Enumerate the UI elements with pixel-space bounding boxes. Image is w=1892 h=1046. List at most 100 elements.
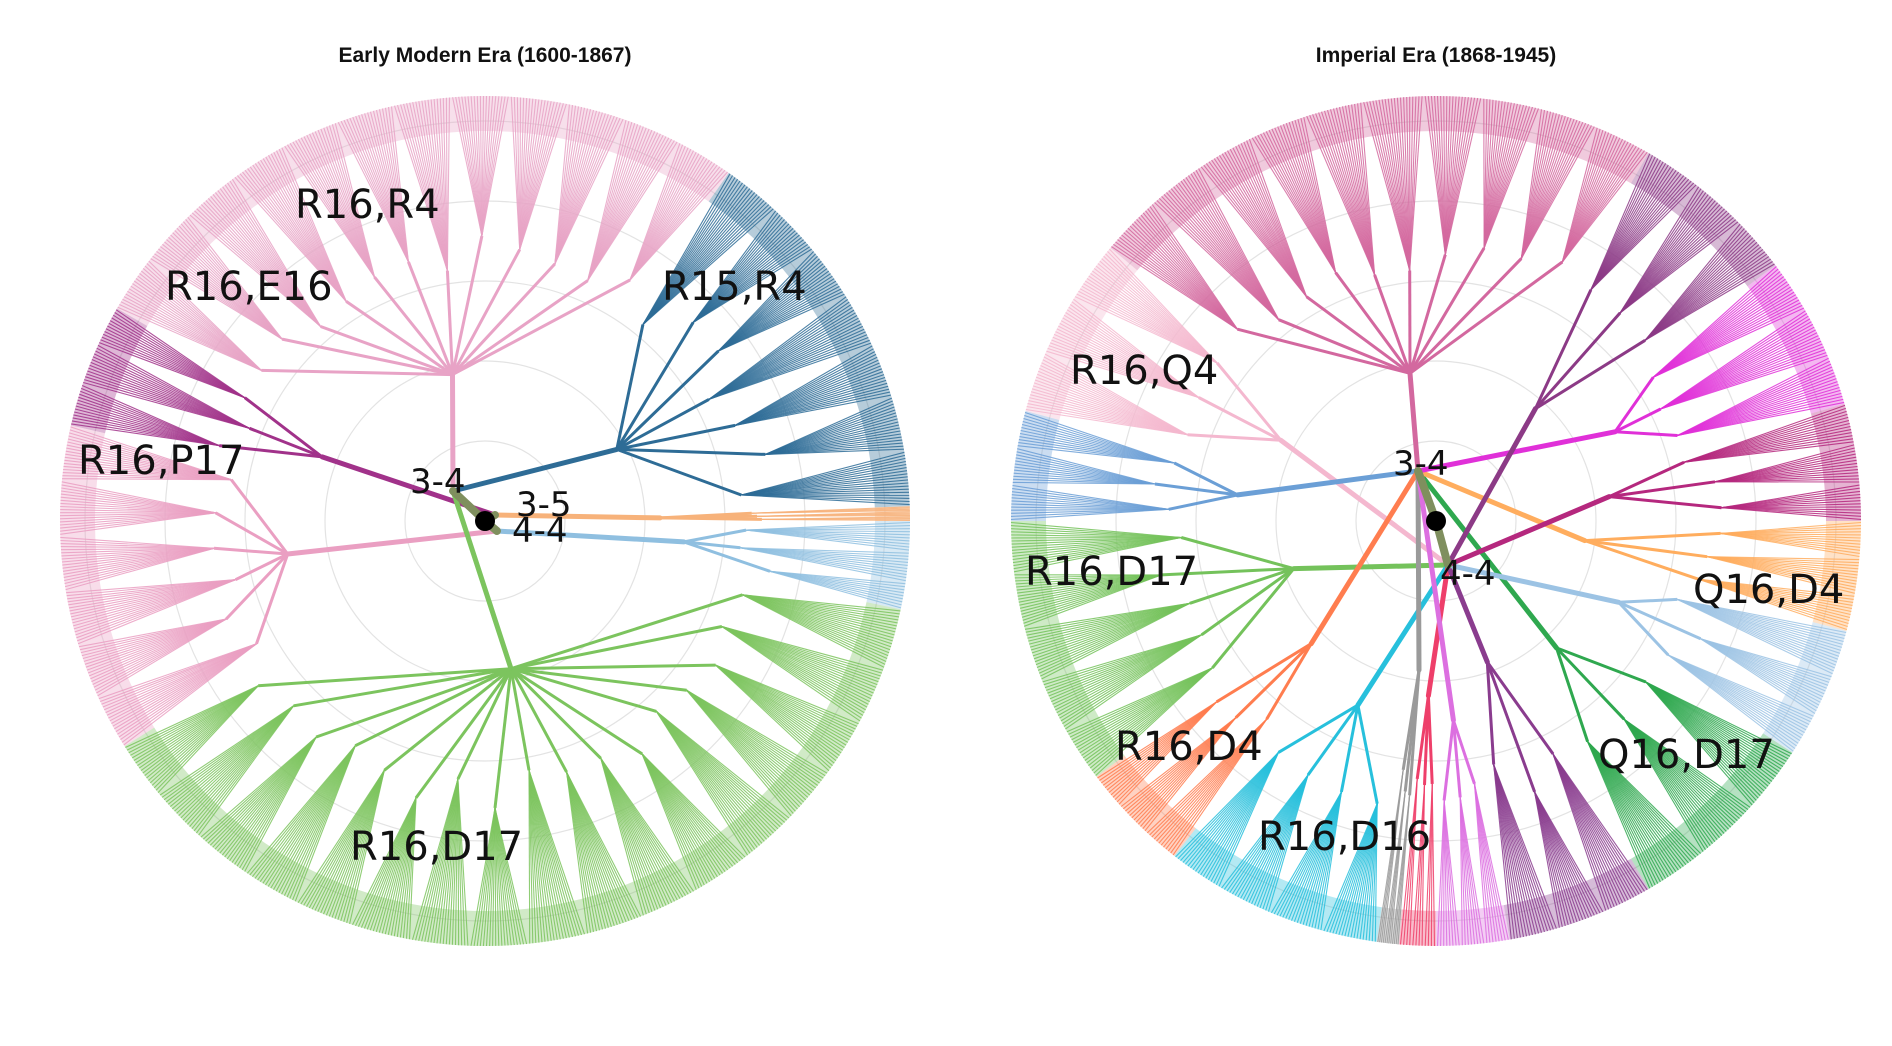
rim-wedge <box>1096 755 1196 856</box>
cluster-label: Q16,D4 <box>1693 567 1844 613</box>
rim-wedge <box>1763 621 1847 753</box>
sub-branch <box>373 276 454 376</box>
panel-title: Imperial Era (1868-1945) <box>1316 44 1556 67</box>
leaf-branch <box>98 643 257 700</box>
opening-trunk <box>450 446 620 494</box>
cluster-label: R16,D17 <box>1025 549 1198 595</box>
leaf-branch <box>1010 521 1182 539</box>
leaf-branch <box>1720 532 1860 558</box>
sub-branch <box>1408 257 1523 375</box>
leaf-branch <box>352 797 417 926</box>
leaf-branch <box>60 536 215 549</box>
sub-branch <box>1584 539 1699 581</box>
leaf-branch <box>1044 353 1188 436</box>
leaf-branch <box>1109 248 1218 364</box>
sub-branch <box>213 546 288 556</box>
sub-branch <box>1173 461 1239 497</box>
sub-branch <box>1234 642 1313 719</box>
sub-branch <box>230 478 289 555</box>
sub-branch <box>1154 482 1238 497</box>
leaf-branch <box>78 618 227 648</box>
sub-branch <box>616 447 766 456</box>
sub-branch <box>509 667 568 773</box>
sub-branch <box>1305 295 1411 375</box>
sub-branch <box>445 270 454 375</box>
sub-branch <box>1408 247 1486 375</box>
sub-branch <box>451 279 589 376</box>
leaf-branch <box>528 770 531 944</box>
leaf-branch <box>187 216 283 340</box>
rim-wedge <box>124 602 901 946</box>
sub-branch <box>510 593 743 671</box>
leaf-branch <box>446 97 451 271</box>
leaf-branch <box>1619 221 1739 314</box>
sub-branch <box>1373 274 1412 374</box>
leaf-branch <box>1198 168 1280 320</box>
sub-branch <box>1534 311 1622 410</box>
opening-trunk <box>1445 562 1622 605</box>
sub-branch <box>615 324 645 450</box>
sub-branch <box>1608 460 1685 498</box>
sub-branch <box>383 667 512 772</box>
sub-branch <box>1339 704 1360 793</box>
sub-branch <box>1534 339 1646 410</box>
sub-branch <box>1334 271 1412 375</box>
leaf-branch <box>761 518 911 521</box>
opening-trunk <box>1445 494 1612 568</box>
opening-trunk <box>1415 468 1588 544</box>
opening-trunks <box>1154 247 1722 804</box>
root-move-label: 3-4 <box>1393 444 1449 484</box>
sub-branch <box>1415 695 1430 780</box>
root-move-label: 3-5 <box>516 485 572 525</box>
sub-branch <box>509 667 602 760</box>
leaf-branch <box>159 705 294 796</box>
sub-branch <box>1211 567 1295 669</box>
sub-branch <box>1356 704 1379 804</box>
leaf-branch <box>1066 667 1213 733</box>
cluster-label: Q16,D17 <box>1598 732 1775 778</box>
grid-ring <box>244 280 726 762</box>
leaf-branch <box>741 494 910 506</box>
sub-branch <box>1442 720 1455 801</box>
opening-trunk <box>1291 562 1451 572</box>
opening-trunk <box>1308 468 1421 647</box>
sub-branch <box>219 444 323 459</box>
game-branches <box>1010 95 1862 947</box>
sub-branch <box>225 552 289 621</box>
rim-wedge <box>874 506 910 521</box>
leaf-branch <box>70 426 232 481</box>
sub-branch <box>616 423 736 451</box>
leaf-branch <box>1436 800 1445 947</box>
leaf-branch <box>642 208 774 326</box>
rim-wedge <box>1011 521 1125 777</box>
leaf-branch <box>1360 102 1376 275</box>
leaf-branch <box>686 689 792 817</box>
leaf-branch <box>1660 354 1828 410</box>
leaf-branch <box>1120 717 1237 807</box>
leaf-branch <box>751 509 910 514</box>
leaf-branch <box>1473 783 1488 943</box>
leaf-branch <box>1590 184 1697 291</box>
sub-branch <box>615 349 720 451</box>
opening-trunk <box>450 372 456 494</box>
sub-branch <box>510 667 643 756</box>
sub-branch <box>1237 327 1411 375</box>
rim-wedge <box>1812 521 1861 631</box>
leaf-branch <box>125 685 259 748</box>
rim-wedge <box>866 521 910 610</box>
root-move-label: 3-4 <box>410 462 466 502</box>
leaf-branch <box>115 309 246 399</box>
sub-branch <box>451 262 557 376</box>
sub-branch <box>510 625 723 671</box>
rim-wedge <box>1747 265 1845 414</box>
rim-wedge <box>1631 152 1776 287</box>
leaf-branch <box>740 547 906 582</box>
cluster-label: R16,D4 <box>1115 724 1263 770</box>
rim-wedge <box>1025 247 1138 421</box>
leaf-branch <box>481 96 509 237</box>
leaf-branch <box>1676 598 1833 675</box>
opening-trunk <box>1407 370 1421 474</box>
opening-trunk <box>492 512 663 521</box>
leaf-branch <box>61 481 216 514</box>
